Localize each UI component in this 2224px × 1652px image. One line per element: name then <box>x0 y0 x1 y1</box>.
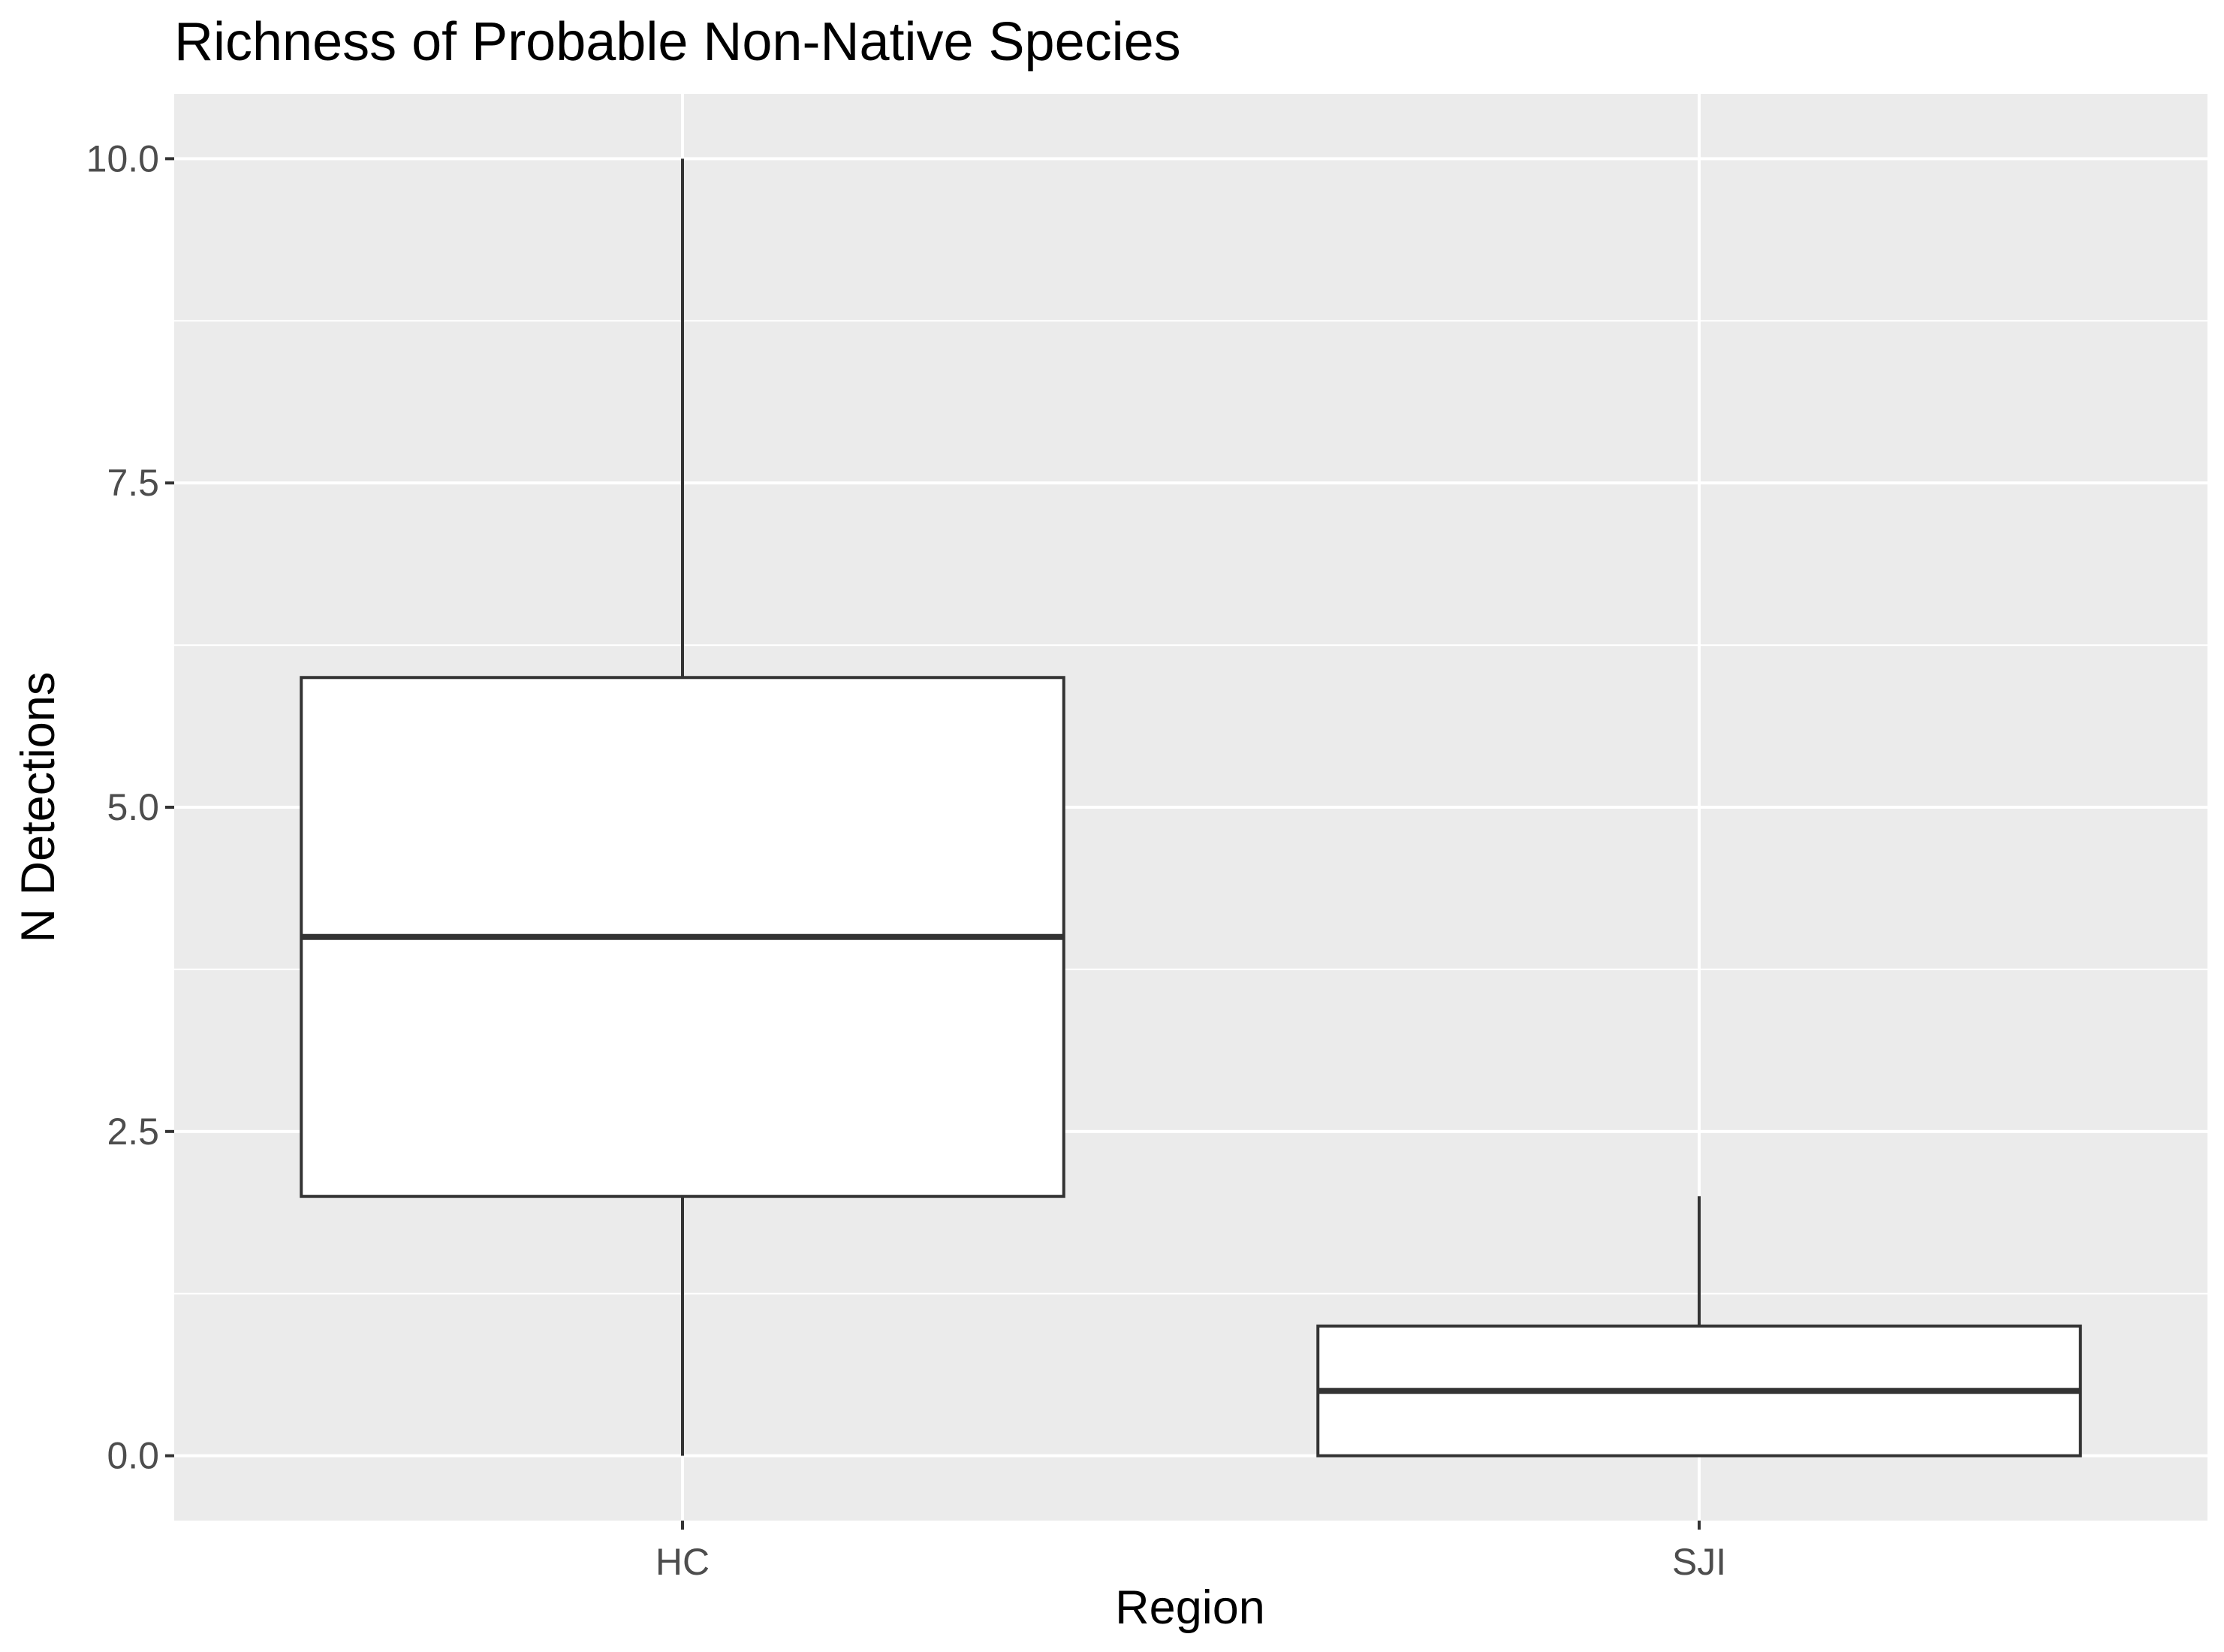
minor-gridlines <box>174 320 2207 1295</box>
box-series <box>300 158 2082 1458</box>
box-hc <box>300 158 1065 1456</box>
y-tick-label: 2.5 <box>107 1111 159 1153</box>
y-axis-title: N Detections <box>12 672 65 943</box>
x-axis: HC SJI <box>655 1521 1726 1583</box>
chart-title: Richness of Probable Non-Native Species <box>174 12 1181 72</box>
x-axis-title: Region <box>1115 1581 1265 1634</box>
box-sji <box>1316 1196 2082 1458</box>
x-tick-label: HC <box>655 1541 710 1583</box>
x-tick-label: SJI <box>1672 1541 1726 1583</box>
y-tick-label: 7.5 <box>107 462 159 504</box>
y-tick-label: 5.0 <box>107 786 159 828</box>
y-axis: 0.0 2.5 5.0 7.5 10.0 <box>86 137 174 1477</box>
y-tick-label: 0.0 <box>107 1435 159 1477</box>
y-tick-label: 10.0 <box>86 137 159 179</box>
